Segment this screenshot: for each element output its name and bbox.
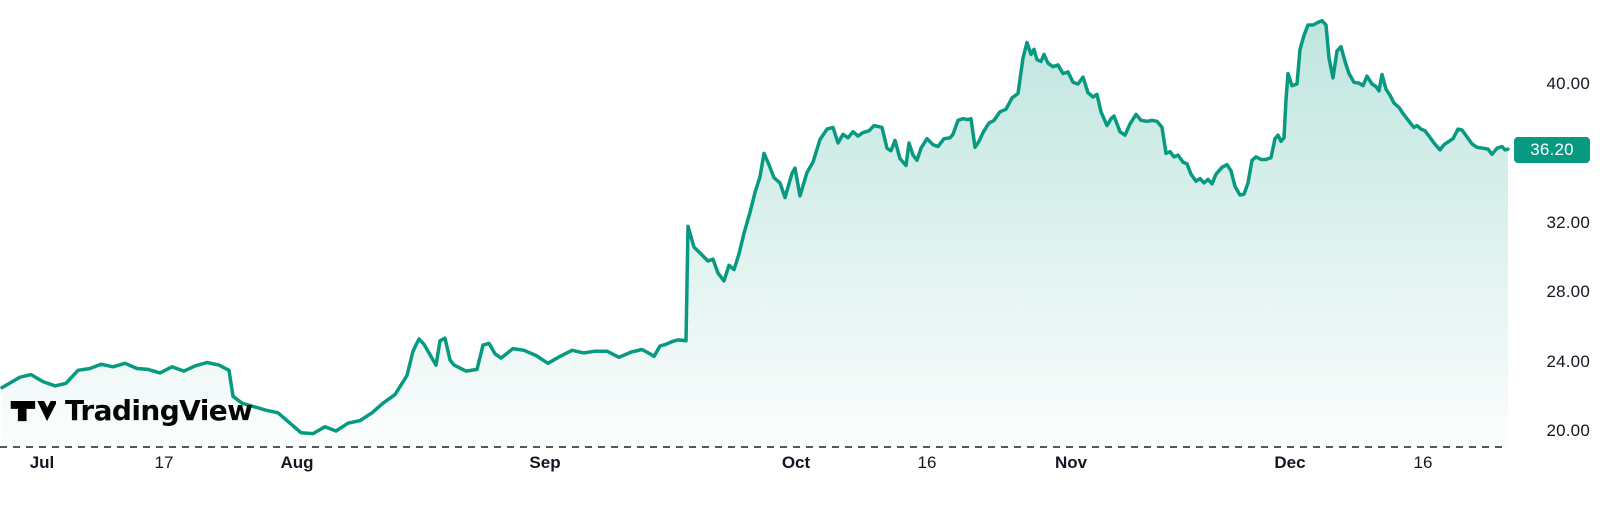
price-axis-tick: 24.00 bbox=[1546, 351, 1590, 371]
time-axis-tick: 17 bbox=[154, 453, 174, 472]
price-axis-tick: 32.00 bbox=[1546, 212, 1590, 232]
time-axis-tick: Dec bbox=[1274, 453, 1306, 472]
last-price-value: 36.20 bbox=[1530, 139, 1574, 159]
tradingview-logo-text: TradingView bbox=[65, 394, 253, 427]
area-fill bbox=[2, 20, 1508, 448]
time-axis-tick: Aug bbox=[280, 453, 314, 472]
price-axis-tick: 20.00 bbox=[1546, 421, 1590, 440]
last-price-badge: 36.20 bbox=[1514, 136, 1590, 163]
tradingview-logo[interactable]: TradingView bbox=[10, 394, 253, 427]
price-axis-tick: 40.00 bbox=[1546, 74, 1590, 93]
time-axis-tick: Oct bbox=[781, 453, 811, 472]
price-axis-tick: 28.00 bbox=[1546, 282, 1590, 302]
time-axis-tick: Sep bbox=[529, 453, 561, 472]
time-axis[interactable]: Jul 17 Aug Sep Oct 16 Nov Dec 16 bbox=[0, 452, 1600, 482]
time-axis-tick: 16 bbox=[1413, 453, 1433, 472]
price-axis[interactable]: 40.00 32.00 28.00 24.00 20.00 bbox=[1508, 0, 1600, 450]
tradingview-logo-icon bbox=[10, 400, 56, 421]
time-axis-tick: 16 bbox=[917, 453, 937, 472]
price-line bbox=[0, 18, 1510, 436]
time-axis-tick: Jul bbox=[29, 453, 55, 472]
time-axis-tick: Nov bbox=[1054, 453, 1088, 472]
